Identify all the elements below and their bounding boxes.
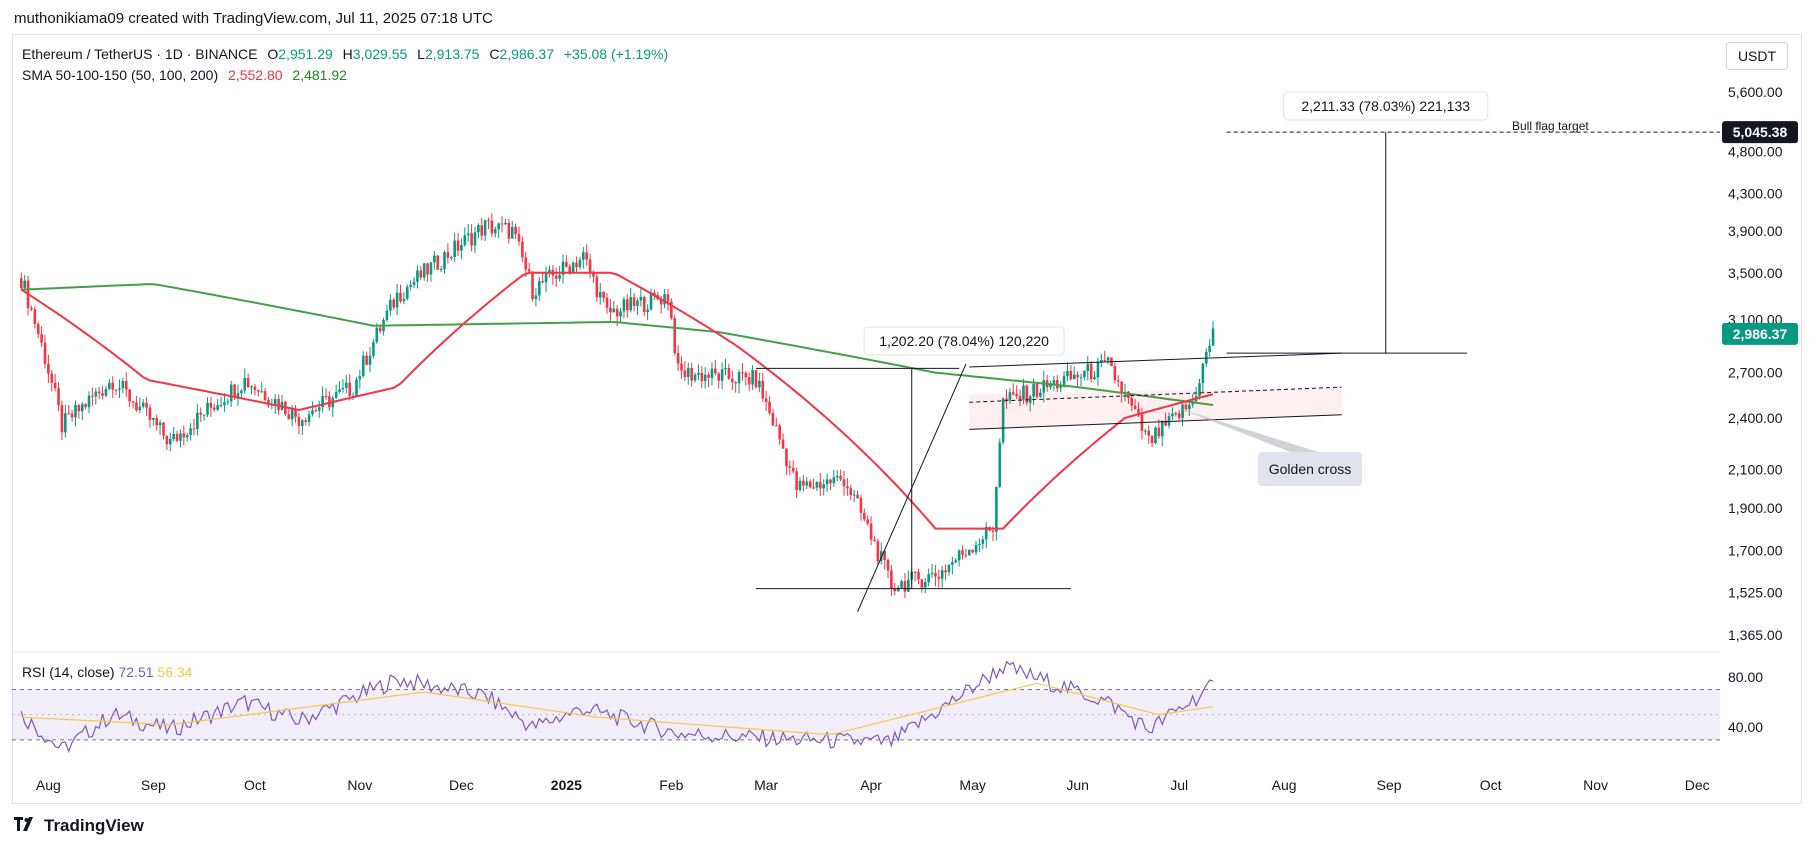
rsi-legend: RSI (14, close) 72.51 56.34 — [22, 664, 192, 680]
open-value: 2,951.29 — [278, 46, 333, 62]
chart-header: muthonikiama09 created with TradingView.… — [14, 10, 493, 27]
close-value: 2,986.37 — [499, 46, 554, 62]
rsi-value: 72.51 — [118, 664, 154, 680]
tradingview-brand: TradingView — [44, 816, 144, 835]
low-label: L — [417, 46, 425, 62]
close-label: C — [489, 46, 500, 62]
sma2-value: 2,481.92 — [292, 67, 347, 83]
rsi-ma-value: 56.34 — [157, 664, 193, 680]
sma-label[interactable]: SMA 50-100-150 (50, 100, 200) — [22, 67, 219, 83]
sma1-value: 2,552.80 — [228, 67, 283, 83]
symbol-label[interactable]: Ethereum / TetherUS · 1D · BINANCE — [22, 46, 258, 62]
high-value: 3,029.55 — [352, 46, 408, 62]
change-value: +35.08 (+1.19%) — [563, 46, 669, 62]
tradingview-logo-icon — [14, 816, 38, 836]
tradingview-footer[interactable]: TradingView — [14, 816, 144, 836]
chart-frame — [12, 34, 1802, 804]
chart-legend: Ethereum / TetherUS · 1D · BINANCE O2,95… — [22, 44, 674, 86]
rsi-label[interactable]: RSI (14, close) — [22, 664, 115, 680]
open-label: O — [267, 46, 279, 62]
low-value: 2,913.75 — [424, 46, 480, 62]
currency-selector[interactable]: USDT — [1726, 42, 1788, 70]
high-label: H — [342, 46, 353, 62]
